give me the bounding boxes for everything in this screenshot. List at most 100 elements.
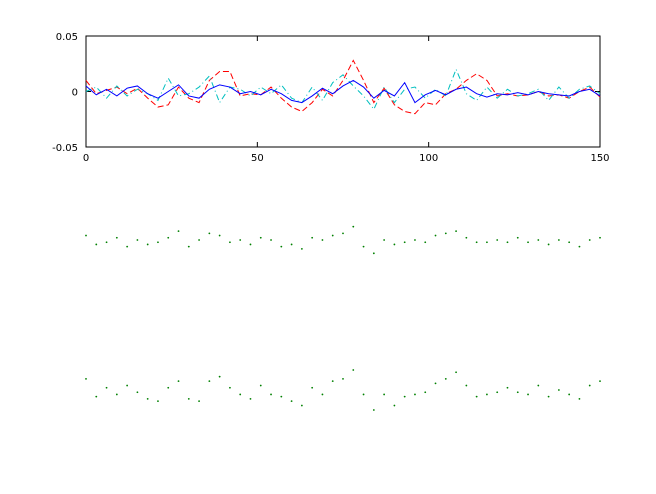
line-series xyxy=(85,67,601,111)
scatter-point xyxy=(455,230,457,233)
scatter-point xyxy=(249,243,252,246)
scatter-point xyxy=(537,384,540,387)
scatter-point xyxy=(547,395,550,398)
axes-box xyxy=(85,35,601,148)
scatter-point xyxy=(588,239,591,241)
y-tick-label: 0.05 xyxy=(56,32,78,43)
scatter-point xyxy=(259,384,262,387)
scatter-point xyxy=(280,245,283,248)
scatter-point xyxy=(557,389,560,391)
x-tick-label: 0 xyxy=(83,153,89,164)
scatter-point xyxy=(198,400,200,402)
scatter-point xyxy=(208,232,211,235)
scatter-point xyxy=(475,241,478,244)
scatter-point xyxy=(599,380,601,383)
scatter-point xyxy=(177,230,180,233)
scatter-point xyxy=(95,395,98,398)
scatter-point xyxy=(414,393,416,396)
scatter-point xyxy=(465,384,468,387)
scatter-point xyxy=(126,245,129,248)
scatter-point xyxy=(198,239,200,241)
scatter-point xyxy=(424,391,427,394)
scatter-point xyxy=(270,239,272,241)
scatter-point xyxy=(444,232,447,235)
scatter-point xyxy=(126,384,129,387)
scatter-point xyxy=(547,243,550,246)
scatter-point xyxy=(393,404,396,407)
scatter-point xyxy=(506,386,509,389)
scatter-point xyxy=(588,384,591,387)
scatter-point xyxy=(362,393,365,396)
line-series xyxy=(85,59,601,115)
scatter-point xyxy=(434,234,437,237)
scatter-point xyxy=(157,241,159,244)
scatter-point xyxy=(331,380,334,383)
scatter-point xyxy=(167,386,170,389)
scatter-point xyxy=(444,378,447,380)
scatter-point xyxy=(568,241,571,244)
scatter-point xyxy=(342,232,344,235)
scatter-point xyxy=(136,391,139,394)
scatter-point xyxy=(167,236,170,239)
scatter-point xyxy=(115,393,118,396)
scatter-point xyxy=(146,397,149,400)
scatter-point xyxy=(372,409,375,411)
scatter-point xyxy=(218,234,221,237)
scatter-point xyxy=(146,243,149,246)
x-tick-label: 100 xyxy=(419,153,438,164)
scatter-point xyxy=(85,378,87,380)
scatter-point xyxy=(352,225,355,228)
scatter-point xyxy=(383,239,386,241)
scatter-point xyxy=(187,397,190,400)
scatter-point xyxy=(290,243,293,246)
scatter-point xyxy=(568,393,571,396)
scatter-point xyxy=(105,386,108,389)
scatter-point xyxy=(424,241,427,244)
scatter-point xyxy=(300,247,303,250)
scatter-point xyxy=(311,386,314,389)
scatter-point xyxy=(85,234,87,237)
y-tick-label: 0 xyxy=(72,88,78,99)
scatter-point xyxy=(506,241,509,244)
scatter-point xyxy=(414,239,416,241)
scatter-point xyxy=(249,397,252,400)
scatter-point xyxy=(342,378,344,380)
scatter-point xyxy=(372,252,375,255)
scatter-point xyxy=(578,245,581,248)
scatter-point xyxy=(403,241,406,244)
scatter-point xyxy=(465,236,468,239)
scatter-point xyxy=(157,400,159,402)
scatter-point xyxy=(516,236,519,239)
scatter-point xyxy=(455,371,457,374)
scatter-point xyxy=(177,380,180,383)
scatter-point xyxy=(321,239,324,241)
scatter-point xyxy=(496,239,499,241)
scatter-point xyxy=(486,393,488,396)
scatter-point xyxy=(105,241,108,244)
scatter-point xyxy=(352,369,355,371)
scatter-point xyxy=(229,386,231,389)
scatter-point xyxy=(475,395,478,398)
x-tick-label: 50 xyxy=(251,153,264,164)
scatter-point xyxy=(331,234,334,237)
scatter-point xyxy=(527,241,529,244)
scatter-point xyxy=(393,243,396,246)
scatter-point xyxy=(218,375,221,378)
scatter-point xyxy=(537,239,540,241)
scatter-point xyxy=(599,236,601,239)
scatter-point xyxy=(362,245,365,248)
scatter-point xyxy=(259,236,262,239)
scatter-point xyxy=(136,239,139,241)
scatter-point xyxy=(270,393,272,396)
scatter-point xyxy=(208,380,211,383)
scatter-point xyxy=(187,245,190,248)
scatter-point xyxy=(496,391,499,394)
scatter-point xyxy=(229,241,231,244)
line-series xyxy=(85,79,601,104)
scatter-point xyxy=(403,395,406,398)
x-tick-label: 150 xyxy=(590,153,609,164)
scatter-point xyxy=(311,236,314,239)
scatter-point xyxy=(578,397,581,400)
scatter-point xyxy=(383,393,386,396)
